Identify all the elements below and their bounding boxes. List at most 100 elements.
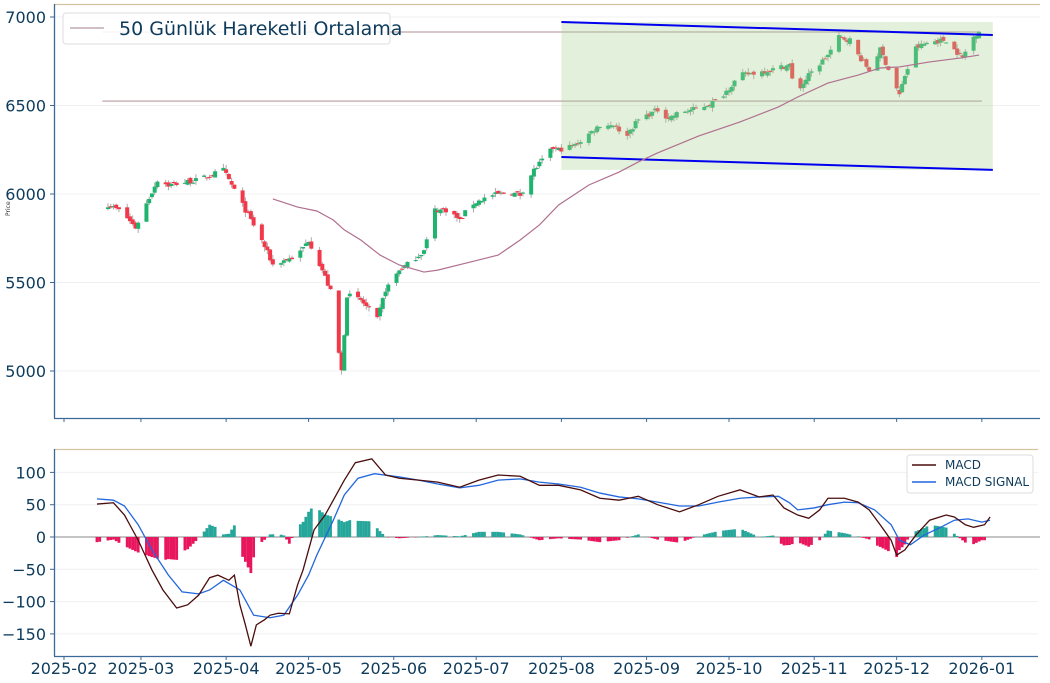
- candle-up: [213, 171, 218, 178]
- candle-up: [765, 72, 770, 76]
- histogram-bar-positive: [502, 532, 506, 537]
- y-tick-label: −50: [12, 560, 46, 579]
- histogram-bar-negative: [260, 537, 264, 542]
- candle-down: [617, 126, 622, 132]
- candle-up: [298, 250, 303, 258]
- macd-signal-line: [96, 473, 991, 619]
- candle-down: [270, 259, 275, 265]
- candle-down: [375, 307, 380, 318]
- histogram-bar-positive: [340, 520, 343, 537]
- histogram-bar-negative: [683, 537, 687, 541]
- histogram-bar-negative: [900, 537, 904, 548]
- candle-down: [614, 125, 619, 127]
- y-tick-label: 5500: [5, 274, 46, 293]
- x-tick-label: 2025-02: [31, 659, 98, 678]
- candle-up: [779, 65, 784, 70]
- histogram-bar-negative: [98, 537, 102, 542]
- x-tick-label: 2025-06: [360, 659, 427, 678]
- candle-up: [191, 182, 196, 184]
- candle-up: [149, 193, 154, 198]
- candle-up: [729, 86, 734, 92]
- histogram-bar-positive: [425, 536, 429, 537]
- histogram-bar-negative: [554, 537, 558, 539]
- histogram-bar-negative: [691, 537, 695, 538]
- candle-down: [309, 241, 314, 249]
- candle-up: [784, 65, 789, 71]
- histogram-bar-negative: [958, 537, 962, 539]
- candle-down: [515, 191, 520, 193]
- candle-down: [358, 297, 363, 300]
- candle-up: [971, 36, 976, 51]
- histogram-bar-positive: [708, 533, 712, 537]
- histogram-bar-positive: [744, 531, 747, 537]
- candle-down: [894, 67, 899, 89]
- candle-down: [323, 270, 328, 276]
- histogram-bar-positive: [441, 535, 445, 537]
- histogram-bar-positive: [724, 530, 728, 537]
- candle-up: [182, 182, 187, 184]
- candle-down: [108, 206, 113, 208]
- candle-up: [301, 247, 306, 249]
- candle-down: [356, 291, 361, 298]
- candle-down: [320, 263, 325, 271]
- histogram-bar-positive: [378, 531, 382, 537]
- histogram-bar-negative: [551, 537, 555, 539]
- histogram-bar-positive: [444, 535, 448, 537]
- y-tick-label: 5000: [5, 362, 46, 381]
- histogram-bar-positive: [645, 536, 648, 538]
- candle-down: [251, 217, 256, 226]
- y-tick-label: 100: [15, 463, 46, 482]
- price-y-ticks: 5000 5500 6000 6500 7000: [5, 8, 54, 381]
- channel-lower-line: [561, 156, 993, 171]
- candle-down: [916, 44, 921, 48]
- histogram-bar-negative: [406, 537, 409, 538]
- histogram-bar-negative: [972, 537, 975, 545]
- histogram-bar-negative: [106, 537, 110, 541]
- histogram-bar-positive: [829, 530, 833, 537]
- histogram-bar-negative: [983, 537, 986, 541]
- histogram-bar-negative: [290, 537, 294, 539]
- candle-down: [336, 290, 341, 353]
- histogram-bar-negative: [548, 537, 552, 540]
- histogram-bar-negative: [175, 537, 179, 560]
- candle-up: [471, 204, 476, 209]
- candle-up: [900, 83, 905, 93]
- histogram-bar-negative: [818, 537, 822, 541]
- candle-up: [474, 203, 479, 206]
- candle-down: [746, 72, 751, 75]
- histogram-bar-positive: [477, 531, 481, 537]
- candle-up: [548, 148, 553, 158]
- price-legend: 50 Günlük Hareketli Ortalama: [62, 12, 402, 45]
- candle-up: [345, 297, 350, 336]
- histogram-bar-negative: [167, 537, 170, 560]
- histogram-bar-negative: [625, 537, 629, 538]
- histogram-bar-negative: [414, 537, 418, 538]
- candle-up: [913, 46, 918, 68]
- histogram-bar-positive: [516, 534, 519, 537]
- candle-up: [463, 210, 468, 217]
- candle-up: [592, 131, 597, 133]
- histogram-bar-positive: [205, 528, 209, 537]
- candle-down: [553, 147, 558, 149]
- candle-down: [559, 147, 564, 152]
- histogram-bar-negative: [153, 537, 157, 558]
- histogram-bar-positive: [208, 524, 212, 537]
- histogram-bar-negative: [287, 537, 291, 544]
- histogram-bar-negative: [400, 537, 404, 539]
- x-tick-label: 2025-03: [108, 659, 175, 678]
- histogram-bar-negative: [689, 537, 692, 539]
- histogram-bar-positive: [381, 533, 385, 537]
- y-tick-label: 50: [26, 496, 46, 515]
- histogram-bar-negative: [131, 537, 135, 550]
- histogram-bar-positive: [823, 533, 827, 537]
- histogram-bar-positive: [694, 536, 698, 538]
- macd-y-ticks: 100 50 0 −50 −100 −150: [2, 463, 54, 644]
- histogram-bar-negative: [653, 537, 657, 539]
- candle-down: [361, 299, 366, 304]
- candle-down: [130, 219, 135, 225]
- histogram-bar-positive: [840, 532, 844, 537]
- candle-down: [509, 194, 514, 196]
- histogram-bar-positive: [227, 533, 231, 537]
- candle-down: [246, 211, 251, 213]
